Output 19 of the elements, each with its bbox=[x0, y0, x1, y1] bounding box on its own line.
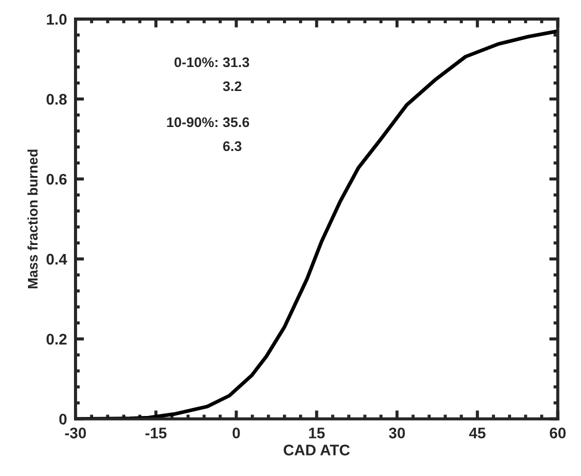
x-tick-label: 30 bbox=[388, 428, 405, 438]
y-tick-label: 0.8 bbox=[46, 94, 67, 105]
annotation: 6.3 bbox=[223, 141, 242, 152]
x-tick-label: -30 bbox=[65, 428, 86, 438]
y-tick-label: 0 bbox=[59, 414, 67, 425]
x-tick-label: 0 bbox=[232, 428, 240, 438]
y-tick-label: 0.2 bbox=[46, 334, 67, 345]
annotation: 10-90%: 35.6 bbox=[167, 117, 250, 128]
x-tick-label: 15 bbox=[309, 428, 325, 438]
y-tick-label: 0.4 bbox=[46, 254, 68, 265]
y-tick-label: 0.6 bbox=[46, 174, 67, 185]
y-tick-label: 1.0 bbox=[46, 14, 67, 25]
annotation: 3.2 bbox=[222, 81, 242, 92]
x-tick-label: 60 bbox=[550, 428, 566, 438]
x-tick-label: -15 bbox=[145, 428, 167, 438]
x-axis-title: CAD ATC bbox=[284, 444, 350, 456]
x-tick-label: 45 bbox=[469, 428, 486, 438]
y-axis-title: Mass fraction burned bbox=[27, 150, 38, 288]
annotation: 0-10%: 31.3 bbox=[174, 57, 250, 68]
